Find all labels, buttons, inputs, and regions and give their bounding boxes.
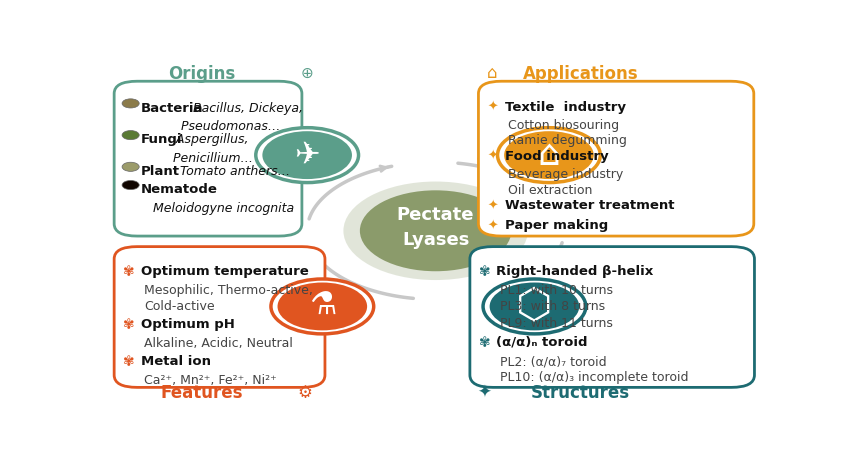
Text: ✾: ✾: [123, 355, 135, 369]
Circle shape: [497, 128, 600, 183]
Text: Bacillus, Dickeya,: Bacillus, Dickeya,: [189, 101, 303, 115]
Text: ✈: ✈: [294, 141, 320, 170]
Text: Cotton biosouring: Cotton biosouring: [508, 119, 619, 132]
Text: ✾: ✾: [123, 265, 135, 279]
FancyBboxPatch shape: [470, 247, 755, 388]
Text: Wastewater treatment: Wastewater treatment: [505, 199, 674, 212]
Circle shape: [271, 279, 374, 334]
Circle shape: [256, 128, 359, 183]
Text: Optimum temperature: Optimum temperature: [140, 265, 309, 278]
Text: Food industry: Food industry: [505, 150, 609, 163]
Text: Mesophilic, Thermo-active,: Mesophilic, Thermo-active,: [144, 284, 313, 297]
Text: ⬡: ⬡: [516, 286, 552, 328]
Text: Pseudomonas…: Pseudomonas…: [140, 120, 280, 133]
Text: ⌂: ⌂: [487, 64, 497, 83]
Circle shape: [122, 181, 139, 190]
Text: Aspergillus,: Aspergillus,: [172, 133, 248, 146]
Text: PL9: with 11 turns: PL9: with 11 turns: [500, 317, 612, 329]
Text: PL2: (α/α)₇ toroid: PL2: (α/α)₇ toroid: [500, 355, 606, 368]
Circle shape: [263, 131, 352, 179]
Text: Applications: Applications: [523, 65, 638, 83]
Text: ✦: ✦: [488, 199, 498, 212]
Circle shape: [277, 282, 367, 330]
Text: Metal ion: Metal ion: [140, 355, 211, 368]
Text: Paper making: Paper making: [505, 219, 608, 232]
Text: Origins: Origins: [168, 65, 235, 83]
Text: ⊕: ⊕: [301, 66, 314, 81]
Text: ✾: ✾: [479, 335, 490, 350]
Text: Right-handed β-helix: Right-handed β-helix: [496, 265, 654, 278]
Text: Textile  industry: Textile industry: [505, 101, 626, 114]
Text: Alkaline, Acidic, Neutral: Alkaline, Acidic, Neutral: [144, 337, 292, 351]
Text: ⌂: ⌂: [537, 138, 560, 172]
Text: Nematode: Nematode: [140, 183, 218, 197]
Text: Oil extraction: Oil extraction: [508, 184, 592, 197]
Text: ✦: ✦: [478, 384, 491, 402]
Text: ✾: ✾: [123, 318, 135, 332]
FancyBboxPatch shape: [114, 247, 325, 388]
FancyBboxPatch shape: [114, 81, 302, 236]
Text: Cold-active: Cold-active: [144, 300, 214, 314]
Text: Bacteria: Bacteria: [140, 101, 203, 115]
Text: Fungi: Fungi: [140, 133, 182, 146]
Circle shape: [343, 181, 528, 280]
Text: Features: Features: [161, 384, 243, 402]
Text: Meloidogyne incognita: Meloidogyne incognita: [140, 202, 293, 214]
Text: PL1: with 10 turns: PL1: with 10 turns: [500, 284, 613, 297]
Text: (α/α)ₙ toroid: (α/α)ₙ toroid: [496, 335, 587, 349]
Text: ✦: ✦: [488, 101, 498, 114]
Circle shape: [122, 131, 139, 140]
Text: PL10: (α/α)₃ incomplete toroid: PL10: (α/α)₃ incomplete toroid: [500, 371, 688, 384]
Text: Plant: Plant: [140, 165, 179, 178]
Text: ✾: ✾: [479, 265, 490, 279]
Circle shape: [504, 131, 593, 179]
Circle shape: [483, 279, 586, 334]
Text: Beverage industry: Beverage industry: [508, 168, 623, 181]
Circle shape: [122, 99, 139, 108]
Text: Pectate
Lyases: Pectate Lyases: [397, 206, 474, 249]
Text: ⚗: ⚗: [309, 292, 336, 321]
Circle shape: [360, 190, 512, 271]
Text: Ramie degumming: Ramie degumming: [508, 134, 627, 147]
Text: ✦: ✦: [488, 150, 498, 163]
Text: Structures: Structures: [531, 384, 630, 402]
Text: ✦: ✦: [488, 219, 498, 232]
FancyBboxPatch shape: [479, 81, 754, 236]
Text: Optimum pH: Optimum pH: [140, 318, 235, 331]
Text: ⚙: ⚙: [298, 384, 312, 402]
Text: Penicillium…: Penicillium…: [140, 152, 252, 165]
Text: PL3: with 8 turns: PL3: with 8 turns: [500, 300, 604, 314]
Text: Ca²⁺, Mn²⁺, Fe²⁺, Ni²⁺: Ca²⁺, Mn²⁺, Fe²⁺, Ni²⁺: [144, 374, 276, 388]
Circle shape: [122, 162, 139, 171]
Circle shape: [490, 282, 579, 330]
Text: Tomato anthers…: Tomato anthers…: [172, 165, 290, 178]
